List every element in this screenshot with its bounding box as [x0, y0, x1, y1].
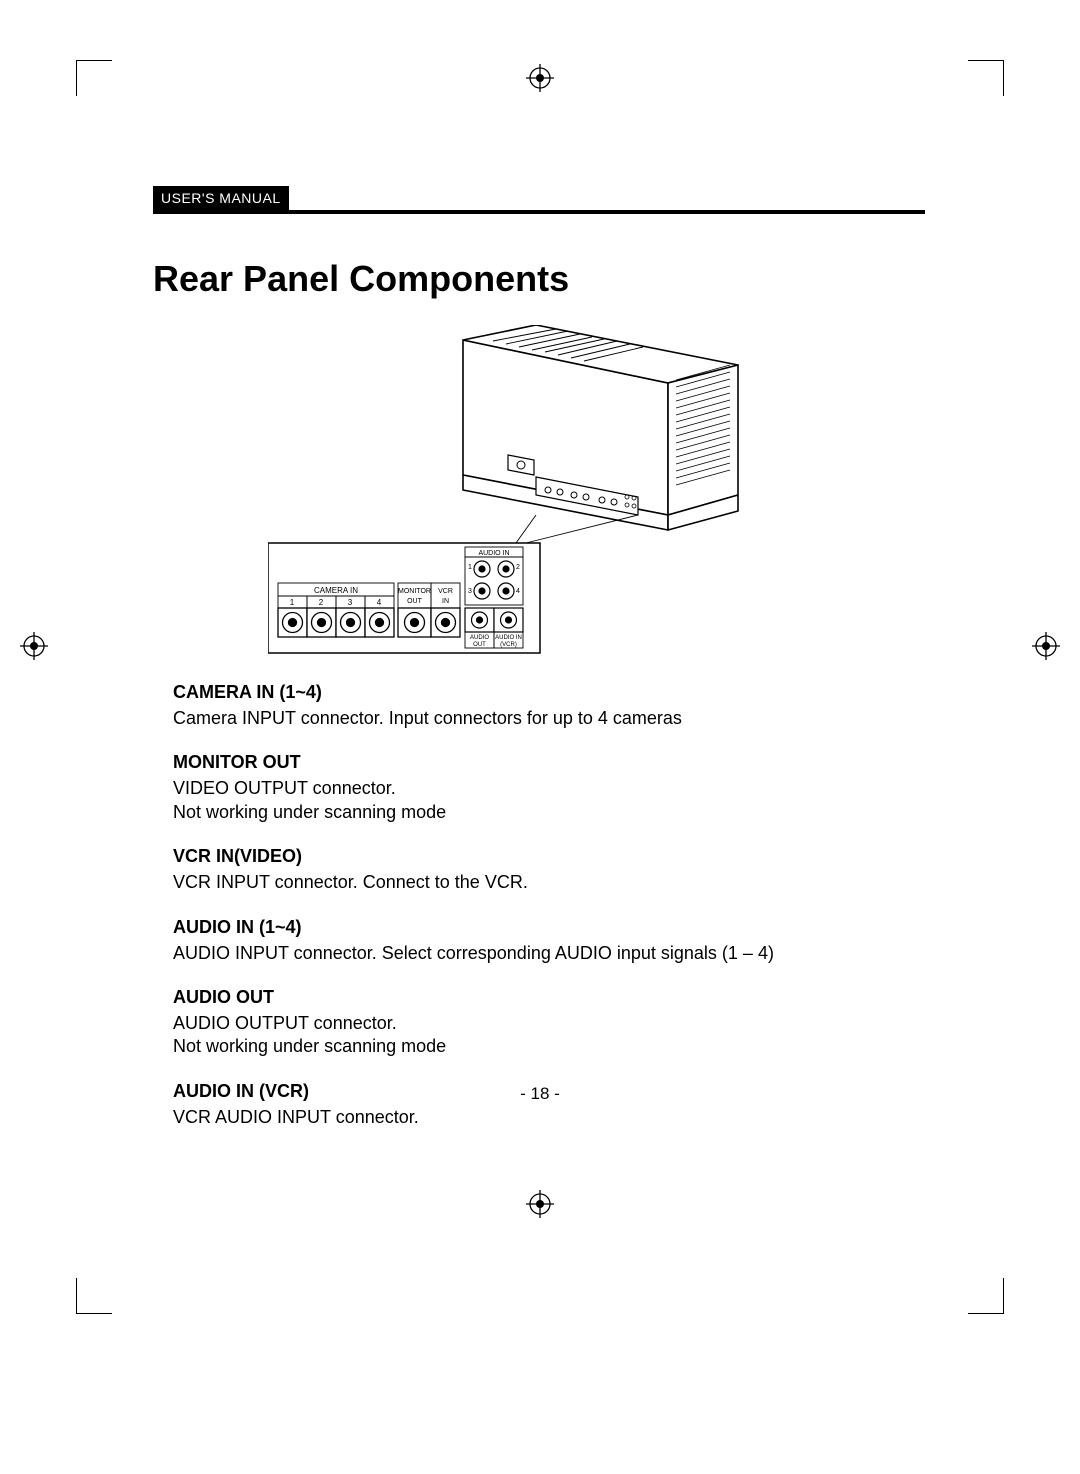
svg-text:(VCR): (VCR) — [500, 642, 517, 648]
definition-item: VCR IN(VIDEO) VCR INPUT connector. Conne… — [173, 846, 913, 894]
svg-text:4: 4 — [516, 588, 520, 595]
registration-mark-icon — [1032, 632, 1060, 660]
svg-text:1: 1 — [290, 598, 295, 607]
svg-text:3: 3 — [348, 598, 353, 607]
svg-text:MONITOR: MONITOR — [398, 588, 431, 595]
registration-mark-icon — [526, 64, 554, 92]
registration-mark-icon — [526, 1190, 554, 1218]
svg-text:IN: IN — [442, 598, 449, 605]
svg-text:VCR: VCR — [438, 588, 453, 595]
definition-title: AUDIO OUT — [173, 987, 913, 1008]
definitions-list: CAMERA IN (1~4) Camera INPUT connector. … — [173, 682, 913, 1151]
svg-text:4: 4 — [377, 598, 382, 607]
crop-mark — [76, 60, 77, 96]
definition-body: AUDIO OUTPUT connector.Not working under… — [173, 1012, 913, 1059]
crop-mark — [1003, 60, 1004, 96]
page-number: - 18 - — [0, 1084, 1080, 1104]
crop-mark — [76, 1278, 77, 1314]
svg-text:OUT: OUT — [407, 598, 423, 605]
definition-body: AUDIO INPUT connector. Select correspond… — [173, 942, 913, 965]
manual-page: USER'S MANUAL Rear Panel Components — [0, 0, 1080, 1474]
definition-title: CAMERA IN (1~4) — [173, 682, 913, 703]
svg-text:3: 3 — [468, 588, 472, 595]
crop-mark — [76, 1313, 112, 1314]
svg-text:1: 1 — [468, 564, 472, 571]
definition-title: MONITOR OUT — [173, 752, 913, 773]
header-rule — [153, 210, 925, 214]
crop-mark — [968, 1313, 1004, 1314]
label-camera-in: CAMERA IN — [314, 586, 358, 595]
registration-mark-icon — [20, 632, 48, 660]
crop-mark — [1003, 1278, 1004, 1314]
svg-text:OUT: OUT — [473, 642, 486, 648]
header-label: USER'S MANUAL — [153, 186, 289, 210]
svg-text:2: 2 — [516, 564, 520, 571]
definition-item: CAMERA IN (1~4) Camera INPUT connector. … — [173, 682, 913, 730]
svg-text:AUDIO IN: AUDIO IN — [478, 550, 509, 557]
crop-mark — [968, 60, 1004, 61]
definition-body: VCR AUDIO INPUT connector. — [173, 1106, 913, 1129]
svg-text:AUDIO: AUDIO — [470, 635, 489, 641]
svg-text:AUDIO IN: AUDIO IN — [495, 635, 522, 641]
definition-body: VIDEO OUTPUT connector.Not working under… — [173, 777, 913, 824]
definition-body: VCR INPUT connector. Connect to the VCR. — [173, 871, 913, 894]
definition-title: VCR IN(VIDEO) — [173, 846, 913, 867]
definition-item: AUDIO OUT AUDIO OUTPUT connector.Not wor… — [173, 987, 913, 1059]
crop-mark — [76, 60, 112, 61]
rear-panel-diagram: CAMERA IN 1 2 3 4 MONITOR OUT — [268, 325, 828, 665]
definition-title: AUDIO IN (1~4) — [173, 917, 913, 938]
definition-item: MONITOR OUT VIDEO OUTPUT connector.Not w… — [173, 752, 913, 824]
definition-body: Camera INPUT connector. Input connectors… — [173, 707, 913, 730]
page-title: Rear Panel Components — [153, 258, 569, 300]
svg-text:2: 2 — [319, 598, 324, 607]
definition-item: AUDIO IN (1~4) AUDIO INPUT connector. Se… — [173, 917, 913, 965]
